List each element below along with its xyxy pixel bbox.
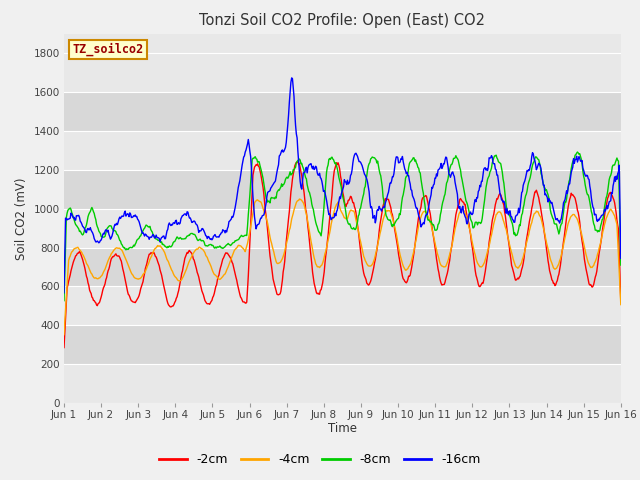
Bar — [64, 170, 621, 209]
Bar — [64, 53, 621, 92]
Bar — [64, 364, 621, 403]
Bar — [64, 325, 621, 364]
Title: Tonzi Soil CO2 Profile: Open (East) CO2: Tonzi Soil CO2 Profile: Open (East) CO2 — [200, 13, 485, 28]
X-axis label: Time: Time — [328, 421, 357, 434]
Bar — [64, 131, 621, 170]
Text: TZ_soilco2: TZ_soilco2 — [72, 43, 143, 56]
Bar — [64, 287, 621, 325]
Legend: -2cm, -4cm, -8cm, -16cm: -2cm, -4cm, -8cm, -16cm — [154, 448, 486, 471]
Bar — [64, 92, 621, 131]
Bar — [64, 209, 621, 248]
Y-axis label: Soil CO2 (mV): Soil CO2 (mV) — [15, 177, 28, 260]
Bar — [64, 248, 621, 287]
